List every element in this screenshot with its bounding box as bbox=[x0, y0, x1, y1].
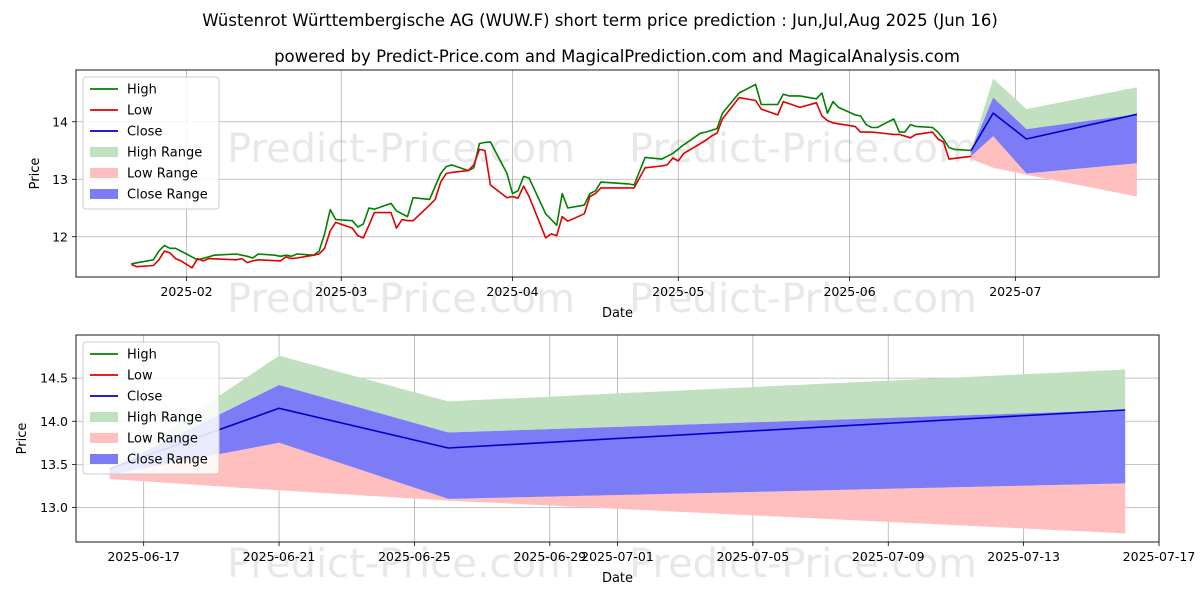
x-tick-label: 2025-07-17 bbox=[1123, 549, 1196, 564]
low-series-line bbox=[130, 96, 972, 269]
y-tick-label: 14 bbox=[52, 114, 68, 129]
legend-label-high-range: High Range bbox=[127, 411, 202, 426]
x-tick-label: 2025-05 bbox=[652, 284, 704, 299]
low-range-band bbox=[109, 442, 1126, 534]
x-tick-label: 2025-02 bbox=[160, 284, 212, 299]
legend-swatch-low-range bbox=[90, 168, 118, 178]
legend-label-high: High bbox=[127, 348, 157, 363]
legend-label-low: Low bbox=[127, 369, 153, 384]
x-tick-label: 2025-06 bbox=[823, 284, 875, 299]
legend-label-close: Close bbox=[127, 125, 162, 140]
legend-label-close-range: Close Range bbox=[127, 453, 208, 468]
x-tick-label: 2025-07-05 bbox=[717, 549, 790, 564]
x-tick-label: 2025-07 bbox=[989, 284, 1041, 299]
legend-swatch-high-range bbox=[90, 412, 118, 422]
x-tick-label: 2025-07-13 bbox=[987, 549, 1060, 564]
x-tick-label: 2025-07-09 bbox=[852, 549, 925, 564]
y-tick-label: 12 bbox=[52, 229, 68, 244]
watermark-text: Predict-Price.com bbox=[227, 541, 575, 587]
bottom-chart-panel: Predict-Price.comPredict-Price.comPredic… bbox=[15, 334, 1196, 587]
x-tick-label: 2025-06-17 bbox=[107, 549, 180, 564]
x-tick-label: 2025-06-29 bbox=[513, 549, 586, 564]
legend-label-low-range: Low Range bbox=[127, 167, 198, 182]
x-tick-label: 2025-04 bbox=[486, 284, 538, 299]
y-axis-label: Price bbox=[15, 423, 30, 455]
figure-title: Wüstenrot Württembergische AG (WUW.F) sh… bbox=[202, 11, 998, 30]
x-tick-label: 2025-03 bbox=[315, 284, 367, 299]
top-chart-panel: Predict-Price.com Predict-Price.com Predic… bbox=[28, 69, 1160, 322]
legend-swatch-low-range bbox=[90, 433, 118, 443]
plot-area bbox=[76, 70, 1159, 277]
y-axis-label: Price bbox=[28, 158, 43, 190]
watermark-text: Predict-Price.com bbox=[227, 126, 575, 172]
x-axis-label: Date bbox=[602, 306, 633, 321]
legend-label-close-range: Close Range bbox=[127, 188, 208, 203]
plot-frame bbox=[75, 334, 1160, 543]
x-axis-label: Date bbox=[602, 571, 633, 586]
y-tick-label: 13 bbox=[52, 172, 68, 187]
x-tick-label: 2025-07-01 bbox=[581, 549, 654, 564]
close-range-band bbox=[109, 385, 1126, 499]
legend-label-low: Low bbox=[127, 104, 153, 119]
x-tick-label: 2025-06-25 bbox=[378, 549, 451, 564]
legend-label-high: High bbox=[127, 83, 157, 98]
legend-swatch-close-range bbox=[90, 454, 118, 464]
y-tick-label: 14.0 bbox=[40, 414, 68, 429]
watermark-text: Predict-Price.com bbox=[227, 276, 575, 322]
y-tick-label: 13.5 bbox=[40, 457, 68, 472]
watermark-text: Predict-Price.com bbox=[629, 541, 977, 587]
close-range-band bbox=[971, 97, 1137, 174]
legend-swatch-close-range bbox=[90, 189, 118, 199]
plot-frame bbox=[75, 69, 1160, 278]
chart-legend: High Low Close High Range Low Range Close Ran… bbox=[82, 76, 220, 210]
legend-swatch-high-range bbox=[90, 147, 118, 157]
legend-label-low-range: Low Range bbox=[127, 432, 198, 447]
low-range-band bbox=[971, 136, 1137, 197]
high-range-band bbox=[971, 78, 1137, 151]
legend-label-close: Close bbox=[127, 390, 162, 405]
close-series-line bbox=[970, 112, 1138, 151]
y-tick-label: 13.0 bbox=[40, 500, 68, 515]
watermark-text: Predict-Price.com bbox=[629, 276, 977, 322]
legend-label-high-range: High Range bbox=[127, 146, 202, 161]
high-series-line bbox=[131, 83, 972, 265]
high-range-band bbox=[109, 355, 1126, 469]
y-tick-label: 14.5 bbox=[40, 371, 68, 386]
figure-subtitle: powered by Predict-Price.com and Magical… bbox=[274, 47, 960, 66]
chart-legend: High Low Close High Range Low Range Close Ran… bbox=[82, 341, 220, 475]
x-tick-label: 2025-06-21 bbox=[243, 549, 316, 564]
